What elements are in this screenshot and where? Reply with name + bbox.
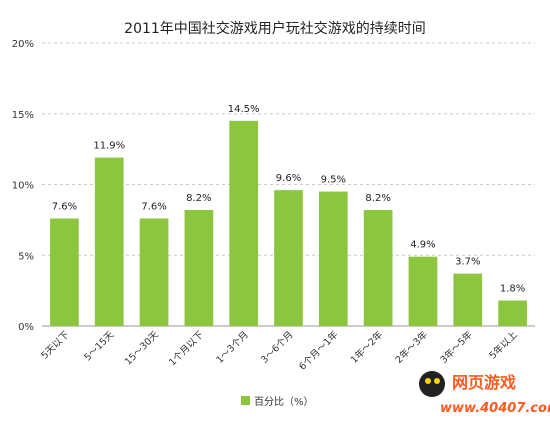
data-label: 11.9%	[93, 141, 125, 152]
bar	[274, 190, 303, 326]
watermark-logo: 网页游戏 www.40407.com	[419, 371, 550, 416]
data-labels: 7.6% 11.9% 7.6% 8.2% 14.5% 9.6% 9.5% 8.2% 4.9% 3.…	[52, 104, 526, 295]
y-tick-label: 0%	[18, 322, 34, 333]
bar	[498, 300, 527, 326]
mascot-eye-right	[434, 378, 440, 384]
data-label: 1.8%	[500, 284, 525, 295]
data-label: 8.2%	[186, 193, 211, 204]
chart-title: 2011年中国社交游戏用户玩社交游戏的持续时间	[124, 20, 426, 37]
bar	[94, 157, 124, 326]
bar	[184, 209, 214, 326]
x-tick-label: 5～15天	[82, 329, 116, 363]
data-label: 7.6%	[141, 201, 166, 212]
watermark-url: www.40407.com	[440, 401, 550, 416]
data-label: 8.2%	[365, 193, 390, 204]
mascot-eye-left	[425, 378, 431, 384]
x-tick-label: 15～30天	[123, 329, 162, 368]
x-tick-label: 1年～2年	[348, 328, 386, 366]
x-tick-label: 1个月以下	[167, 329, 206, 368]
legend-swatch	[241, 396, 250, 405]
x-tick-label: 6个月～1年	[297, 328, 341, 372]
data-label: 14.5%	[228, 104, 260, 115]
bar	[453, 273, 483, 326]
mascot-icon	[419, 371, 445, 397]
y-tick-label: 15%	[12, 110, 34, 121]
data-label: 9.5%	[321, 175, 346, 186]
x-tick-label: 1～3个月	[214, 329, 250, 365]
data-label: 7.6%	[52, 201, 77, 212]
data-label: 4.9%	[410, 240, 435, 251]
y-tick-label: 5%	[18, 251, 34, 262]
bar	[318, 191, 348, 326]
y-axis-ticks: 0% 5% 10% 15% 20%	[12, 39, 34, 333]
legend-label: 百分比（%）	[254, 396, 314, 408]
x-tick-label: 5年以上	[487, 328, 520, 361]
y-tick-label: 20%	[12, 39, 34, 50]
bar	[408, 256, 438, 326]
x-tick-label: 3～6个月	[259, 329, 295, 365]
bars	[50, 120, 527, 326]
bar	[229, 120, 259, 326]
x-axis-ticks: 5天以下 5～15天 15～30天 1个月以下 1～3个月 3～6个月 6个月～1年 1年～2…	[39, 328, 520, 372]
bar	[139, 218, 169, 326]
watermark-brand: 网页游戏	[452, 373, 516, 392]
bar	[363, 209, 393, 326]
x-tick-label: 2年～3年	[393, 328, 431, 366]
x-tick-label: 3年～5年	[438, 328, 476, 366]
data-label: 3.7%	[455, 257, 480, 268]
bar	[50, 218, 79, 326]
x-tick-label: 5天以下	[39, 329, 71, 361]
data-label: 9.6%	[276, 173, 301, 184]
y-tick-label: 10%	[12, 181, 34, 192]
legend: 百分比（%）	[241, 396, 314, 408]
